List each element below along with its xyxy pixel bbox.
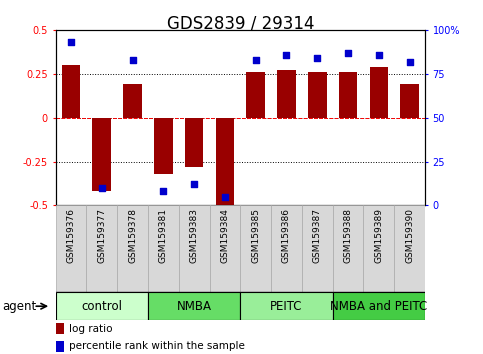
Bar <box>86 205 117 292</box>
Text: control: control <box>81 300 122 313</box>
Bar <box>394 205 425 292</box>
Bar <box>369 67 388 118</box>
Point <box>252 57 259 63</box>
Text: GDS2839 / 29314: GDS2839 / 29314 <box>167 14 314 32</box>
Bar <box>117 205 148 292</box>
Bar <box>56 341 64 352</box>
Text: GSM159386: GSM159386 <box>282 208 291 263</box>
Point <box>98 185 106 190</box>
Point <box>406 59 413 64</box>
Point <box>283 52 290 57</box>
Bar <box>240 292 333 320</box>
Point <box>313 55 321 61</box>
Text: GSM159377: GSM159377 <box>97 208 106 263</box>
Bar <box>148 205 179 292</box>
Text: PEITC: PEITC <box>270 300 303 313</box>
Bar <box>240 205 271 292</box>
Bar <box>56 205 86 292</box>
Text: GSM159385: GSM159385 <box>251 208 260 263</box>
Bar <box>92 118 111 191</box>
Point <box>67 40 75 45</box>
Bar <box>215 118 234 205</box>
Bar <box>277 70 296 118</box>
Point <box>159 188 167 194</box>
Bar <box>333 205 364 292</box>
Bar <box>56 292 148 320</box>
Bar <box>123 84 142 118</box>
Text: GSM159390: GSM159390 <box>405 208 414 263</box>
Bar <box>56 323 64 335</box>
Bar <box>148 292 241 320</box>
Point <box>375 52 383 57</box>
Bar <box>185 118 203 167</box>
Text: GSM159383: GSM159383 <box>190 208 199 263</box>
Bar <box>364 205 394 292</box>
Point <box>344 50 352 56</box>
Text: agent: agent <box>2 300 37 313</box>
Point <box>128 57 136 63</box>
Text: GSM159381: GSM159381 <box>159 208 168 263</box>
Bar <box>246 72 265 118</box>
Bar <box>400 84 419 118</box>
Text: GSM159378: GSM159378 <box>128 208 137 263</box>
Point <box>221 194 229 199</box>
Bar <box>339 72 357 118</box>
Point <box>190 182 198 187</box>
Bar <box>333 292 425 320</box>
Bar <box>210 205 240 292</box>
Text: NMBA and PEITC: NMBA and PEITC <box>330 300 427 313</box>
Bar <box>271 205 302 292</box>
Text: log ratio: log ratio <box>69 324 113 333</box>
Text: GSM159388: GSM159388 <box>343 208 353 263</box>
Text: GSM159376: GSM159376 <box>67 208 75 263</box>
Text: GSM159387: GSM159387 <box>313 208 322 263</box>
Text: NMBA: NMBA <box>177 300 212 313</box>
Bar <box>308 72 327 118</box>
Bar <box>302 205 333 292</box>
Text: GSM159389: GSM159389 <box>374 208 384 263</box>
Text: GSM159384: GSM159384 <box>220 208 229 263</box>
Text: percentile rank within the sample: percentile rank within the sample <box>69 342 245 352</box>
Bar <box>62 65 80 118</box>
Bar <box>179 205 210 292</box>
Bar <box>154 118 172 174</box>
